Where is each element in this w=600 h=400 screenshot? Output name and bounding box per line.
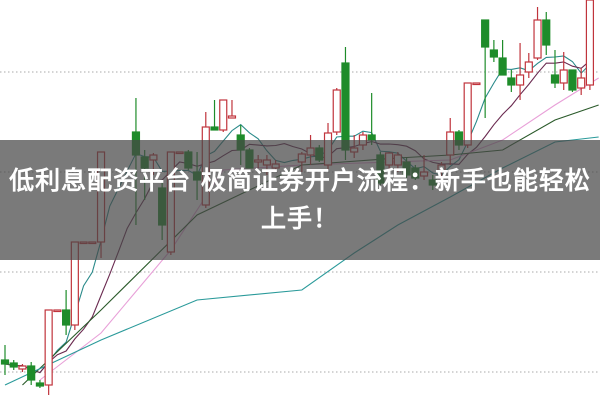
candle-down — [550, 74, 560, 84]
candle-down — [27, 365, 36, 381]
candle-down — [210, 126, 219, 131]
headline-line-2: 上手！ — [260, 204, 339, 233]
candle-down — [542, 19, 551, 46]
candle-down — [35, 382, 45, 387]
headline-line-1: 低利息配资平台 极简证券开户流程：新手也能轻松 — [9, 166, 591, 195]
candle-up — [227, 115, 237, 119]
candle-up — [524, 61, 533, 73]
candle-up — [463, 82, 472, 146]
candle-down — [489, 49, 498, 58]
candle-up — [533, 19, 542, 59]
candle-down — [568, 69, 577, 91]
candle-down — [62, 309, 71, 326]
candle-down — [0, 359, 10, 365]
candle-down — [481, 19, 490, 48]
candle-up — [515, 74, 525, 86]
candle-down — [498, 57, 507, 76]
candle-up — [577, 77, 586, 89]
candle-up — [44, 309, 53, 386]
headline-banner: 低利息配资平台 极简证券开户流程：新手也能轻松 上手！ — [0, 140, 600, 260]
candle-up — [559, 69, 568, 84]
candle-up — [53, 309, 62, 313]
candle-up — [472, 82, 481, 86]
candle-up — [18, 365, 27, 370]
candle-up — [332, 89, 341, 133]
candle-up — [585, 0, 595, 86]
candle-down — [507, 77, 516, 86]
candle-down — [9, 362, 18, 368]
candle-down — [341, 62, 350, 151]
candle-up — [219, 99, 228, 131]
